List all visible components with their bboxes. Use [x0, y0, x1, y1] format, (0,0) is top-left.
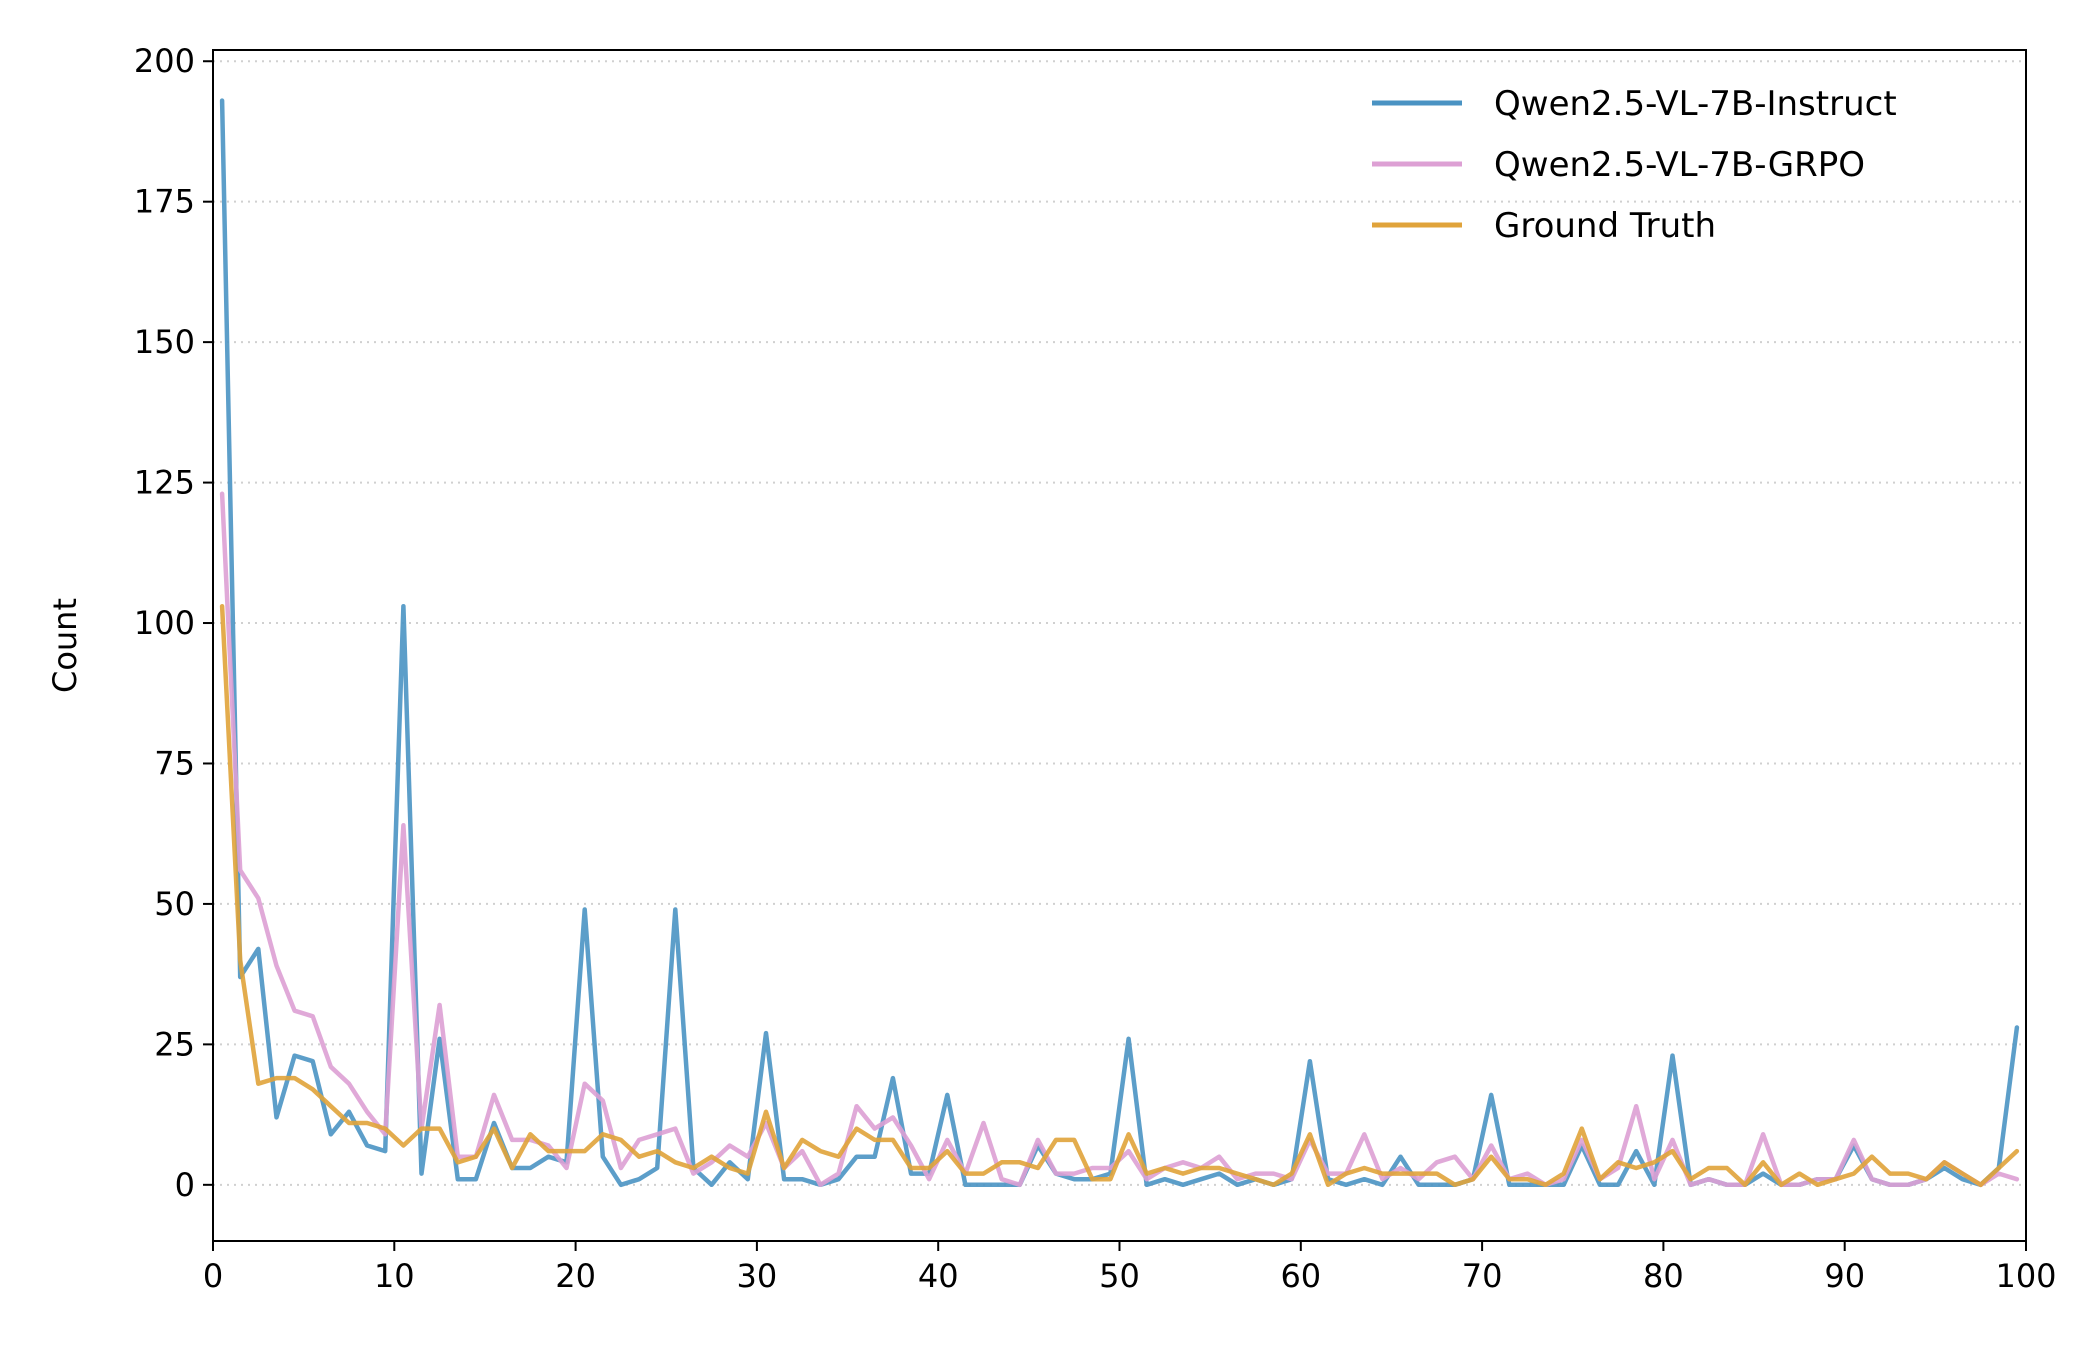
gridlines — [213, 60, 2026, 1186]
x-tick-label: 50 — [1099, 1257, 1140, 1295]
y-tick-label: 150 — [134, 323, 195, 361]
legend: Qwen2.5-VL-7B-Instruct Qwen2.5-VL-7B-GRPO… — [1372, 84, 1897, 246]
y-tick-label: 50 — [154, 885, 195, 923]
legend-label: Qwen2.5-VL-7B-GRPO — [1494, 145, 1865, 185]
y-tick-label: 175 — [134, 183, 195, 221]
x-tick-label: 30 — [737, 1257, 778, 1295]
x-tick-label: 60 — [1280, 1257, 1321, 1295]
x-tick-label: 0 — [203, 1257, 223, 1295]
plot-frame — [212, 49, 2027, 1242]
y-axis-label: Count — [46, 598, 84, 693]
series-lines — [219, 98, 2020, 1188]
x-tick-label: 80 — [1643, 1257, 1684, 1295]
series-line-1 — [219, 98, 2020, 1188]
x-tick-label: 90 — [1824, 1257, 1865, 1295]
y-tick-label: 100 — [134, 604, 195, 642]
x-axis: 0 10 20 30 40 50 60 70 80 90 100 — [203, 1241, 2057, 1295]
legend-label: Qwen2.5-VL-7B-Instruct — [1494, 84, 1897, 124]
series-line-3 — [219, 603, 2020, 1188]
x-tick-label: 10 — [374, 1257, 415, 1295]
series-line-2 — [219, 491, 2020, 1188]
legend-label: Ground Truth — [1494, 206, 1716, 246]
y-tick-label: 0 — [175, 1166, 195, 1204]
y-tick-label: 200 — [134, 42, 195, 80]
x-tick-label: 40 — [918, 1257, 959, 1295]
x-tick-label: 20 — [555, 1257, 596, 1295]
y-tick-label: 25 — [154, 1025, 195, 1063]
x-tick-label: 100 — [1995, 1257, 2056, 1295]
y-axis: 0 25 50 75 100 125 150 175 200 — [134, 42, 213, 1204]
y-tick-label: 75 — [154, 744, 195, 782]
x-tick-label: 70 — [1462, 1257, 1503, 1295]
y-tick-label: 125 — [134, 464, 195, 502]
